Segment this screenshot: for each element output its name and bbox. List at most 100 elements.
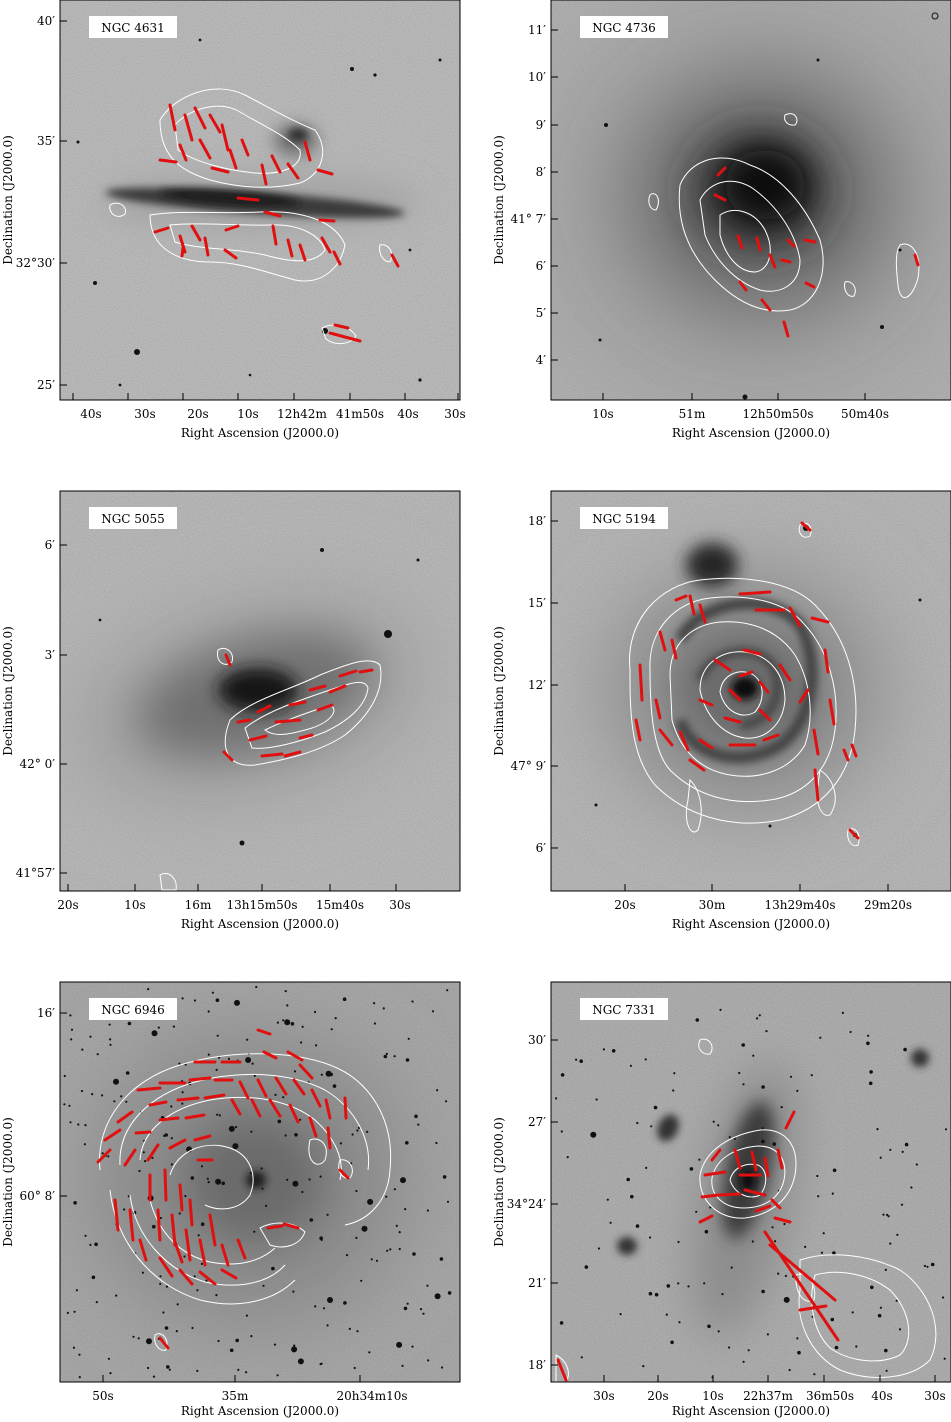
x-tick-label: 12h50m50s: [742, 407, 813, 421]
y-tick-label: 40′: [37, 14, 55, 28]
ticks: [551, 520, 889, 891]
y-tick-label: 41° 7′: [511, 212, 547, 226]
x-tick-label: 30s: [593, 1389, 614, 1403]
panel-frame: [59, 0, 461, 401]
galaxy-label: NGC 6946: [101, 1003, 165, 1017]
panel-frame: [59, 981, 461, 1383]
y-tick-labels: 16′ 60° 8′: [20, 1006, 56, 1203]
y-tick-label: 30′: [528, 1033, 546, 1047]
x-tick-label: 30s: [444, 407, 465, 421]
panel-ngc4631: NGC 4631 40s 30s 20s 10s 12h42m 41m50s 4…: [1, 0, 466, 440]
y-tick-label: 35′: [37, 134, 55, 148]
x-tick-label: 36m50s: [806, 1389, 854, 1403]
x-axis-title: Right Ascension (J2000.0): [181, 917, 339, 931]
panel-image: NGC 7331: [551, 982, 951, 1382]
panel-image: NGC 5194: [551, 491, 951, 891]
x-tick-label: 40s: [397, 407, 418, 421]
y-axis-title: Declination (J2000.0): [1, 626, 15, 756]
y-tick-label: 21′: [528, 1276, 546, 1290]
y-tick-label: 41°57′: [16, 866, 56, 880]
x-tick-labels: 40s 30s 20s 10s 12h42m 41m50s 40s 30s: [80, 407, 465, 421]
ticks: [60, 1012, 361, 1382]
y-tick-label: 15′: [528, 596, 546, 610]
panel-frame: [59, 490, 461, 892]
x-tick-label: 35m: [222, 1389, 249, 1403]
galaxy-label: NGC 5194: [592, 512, 656, 526]
x-tick-label: 13h29m40s: [764, 898, 835, 912]
panel-frame: [550, 981, 951, 1383]
x-tick-labels: 10s 51m 12h50m50s 50m40s: [592, 407, 889, 421]
panel-image: NGC 5055: [60, 491, 460, 891]
galaxy-label: NGC 4736: [592, 21, 656, 35]
ticks: [551, 29, 866, 400]
x-tick-label: 29m20s: [864, 898, 912, 912]
y-tick-label: 47° 9′: [511, 759, 547, 773]
star-field: [63, 985, 452, 1379]
galaxy-label: NGC 7331: [592, 1003, 656, 1017]
x-tick-label: 40s: [871, 1389, 892, 1403]
panel-frame: [550, 0, 951, 401]
x-tick-label: 10s: [124, 898, 145, 912]
panel-ngc5055: NGC 5055 20s 10s 16m 13h15m50s 15m40s 30…: [1, 490, 461, 931]
y-tick-label: 18′: [528, 514, 546, 528]
y-tick-label: 8′: [536, 165, 547, 179]
y-axis-title: Declination (J2000.0): [492, 135, 506, 265]
x-tick-label: 30m: [699, 898, 726, 912]
ticks: [551, 1039, 936, 1382]
y-axis-title: Declination (J2000.0): [1, 135, 15, 265]
x-tick-label: 15m40s: [316, 898, 364, 912]
y-tick-label: 3′: [45, 648, 56, 662]
y-tick-label: 27′: [528, 1115, 546, 1129]
x-tick-label: 30s: [924, 1389, 945, 1403]
x-axis-title: Right Ascension (J2000.0): [672, 426, 830, 440]
x-tick-label: 50m40s: [841, 407, 889, 421]
y-tick-label: 6′: [536, 841, 547, 855]
y-axis-title: Declination (J2000.0): [492, 1117, 506, 1247]
x-tick-label: 41m50s: [336, 407, 384, 421]
x-tick-label: 16m: [185, 898, 212, 912]
y-tick-label: 6′: [45, 538, 56, 552]
x-tick-label: 10s: [702, 1389, 723, 1403]
panel-frame: [550, 490, 951, 892]
y-tick-label: 4′: [536, 353, 547, 367]
panel-ngc4736: NGC 4736 10s 51m 12h50m50s 50m40s 11′ 10…: [492, 0, 951, 440]
x-axis-title: Right Ascension (J2000.0): [672, 1404, 830, 1418]
galaxy-label: NGC 5055: [101, 512, 165, 526]
y-tick-label: 16′: [37, 1006, 55, 1020]
x-axis-title: Right Ascension (J2000.0): [672, 917, 830, 931]
y-tick-label: 10′: [528, 70, 546, 84]
panel-ngc5194: NGC 5194 20s 30m 13h29m40s 29m20s 18′ 15…: [492, 490, 951, 931]
star-field: [555, 1008, 948, 1379]
x-tick-label: 40s: [80, 407, 101, 421]
x-axis-title: Right Ascension (J2000.0): [181, 426, 339, 440]
x-tick-label: 30s: [389, 898, 410, 912]
y-tick-label: 34°24′: [507, 1197, 547, 1211]
x-tick-label: 12h42m: [277, 407, 327, 421]
y-tick-label: 25′: [37, 378, 55, 392]
y-axis-title: Declination (J2000.0): [492, 626, 506, 756]
panel-image: NGC 4736: [551, 0, 951, 400]
y-tick-labels: 11′ 10′ 9′ 8′ 41° 7′ 6′ 5′ 4′: [511, 23, 547, 367]
ticks: [60, 20, 459, 400]
x-tick-label: 30s: [134, 407, 155, 421]
y-tick-label: 60° 8′: [20, 1189, 56, 1203]
x-tick-label: 22h37m: [743, 1389, 793, 1403]
y-tick-labels: 18′ 15′ 12′ 47° 9′ 6′: [511, 514, 547, 855]
y-tick-labels: 6′ 3′ 42° 0′ 41°57′: [16, 538, 56, 880]
x-tick-label: 10s: [237, 407, 258, 421]
x-tick-labels: 20s 10s 16m 13h15m50s 15m40s 30s: [57, 898, 410, 912]
x-tick-label: 13h15m50s: [226, 898, 297, 912]
y-tick-label: 11′: [528, 23, 546, 37]
panel-ngc7331: NGC 7331 30s 20s 10s 22h37m 36m50s 40s 3…: [492, 981, 951, 1418]
y-tick-label: 18′: [528, 1358, 546, 1372]
x-tick-label: 20s: [647, 1389, 668, 1403]
ticks: [60, 544, 397, 891]
panel-image: NGC 6946: [60, 982, 460, 1382]
y-tick-label: 32°30′: [16, 256, 56, 270]
panel-image: NGC 4631: [60, 0, 460, 400]
y-tick-label: 9′: [536, 118, 547, 132]
x-tick-label: 20s: [614, 898, 635, 912]
galaxy-label: NGC 4631: [101, 21, 165, 35]
x-tick-labels: 50s 35m 20h34m10s: [92, 1389, 407, 1403]
